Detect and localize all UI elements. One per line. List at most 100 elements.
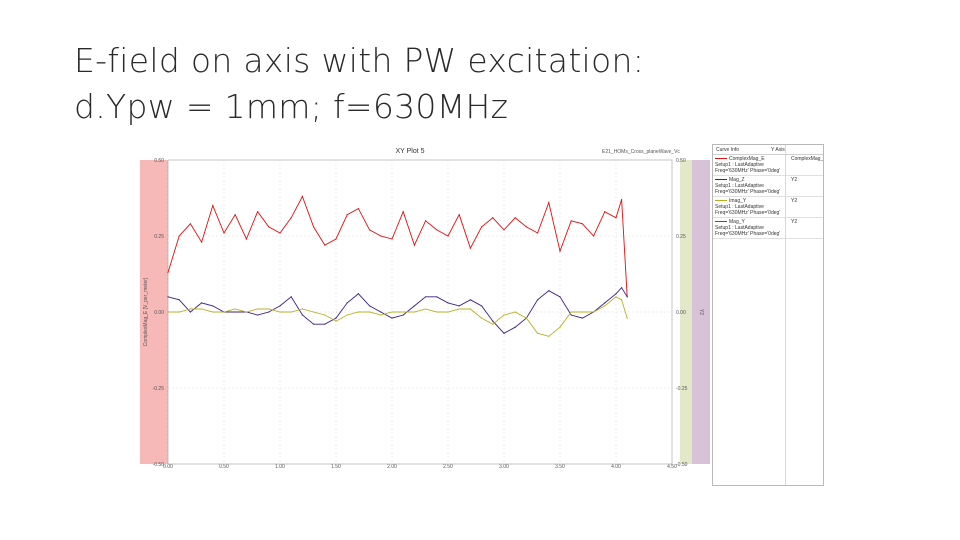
legend-entry-y-axis: Y2	[791, 219, 798, 225]
data-point-imag-y	[458, 308, 460, 310]
data-point-complexmag-e	[279, 232, 281, 234]
data-point-imag-y	[201, 308, 203, 310]
data-point-imag-y	[391, 311, 393, 313]
data-point-complexmag-e	[447, 235, 449, 237]
data-point-imag-y	[621, 299, 623, 301]
legend-entry-params: Freq='630MHz' Phase='0deg'	[715, 210, 781, 216]
data-point-mag-z	[201, 302, 203, 304]
legend-entry-name: Mag_Y	[715, 219, 789, 225]
data-point-mag-z	[189, 311, 191, 313]
slide-title-line-2: d.Ypw = 1mm; f=630MHz	[74, 87, 509, 126]
y2-tick-label: -0.25	[676, 386, 688, 392]
data-point-complexmag-e	[425, 220, 427, 222]
data-point-complexmag-e	[537, 232, 539, 234]
y2-axis-label: Y2	[698, 309, 704, 315]
data-point-mag-z	[615, 293, 617, 295]
data-point-mag-z	[402, 314, 404, 316]
y2-tick-label: 0.50	[676, 158, 686, 164]
data-point-complexmag-e	[514, 217, 516, 219]
data-point-mag-z	[548, 290, 550, 292]
legend-entry-params: Freq='630MHz' Phase='0deg'	[715, 168, 781, 174]
legend-entry[interactable]: Mag_Z Setup1 : LastAdaptive Freq='630MHz' …	[713, 176, 823, 197]
data-point-mag-z	[268, 311, 270, 313]
data-point-imag-y	[481, 317, 483, 319]
data-point-complexmag-e	[525, 226, 527, 228]
data-point-mag-z	[178, 299, 180, 301]
legend-header-curve-info: Curve Info	[716, 146, 740, 153]
x-tick-label: 3.00	[499, 464, 509, 469]
x-tick-label: 1.50	[331, 464, 341, 469]
data-point-mag-z	[537, 299, 539, 301]
y-tick-label: -0.50	[153, 462, 165, 468]
legend-entry[interactable]: ComplexMag_E Setup1 : LastAdaptive Freq='6…	[713, 155, 823, 176]
y-tick-label: -0.25	[153, 386, 165, 392]
data-point-complexmag-e	[357, 208, 359, 210]
legend-entry-name: ComplexMag_E	[715, 156, 789, 162]
legend-entry-setup: Setup1 : LastAdaptive	[715, 204, 764, 210]
data-point-complexmag-e	[201, 241, 203, 243]
data-point-mag-z	[234, 311, 236, 313]
y2-tick-label: -0.50	[676, 462, 688, 468]
legend-entry-y-axis: Y2	[791, 177, 798, 183]
data-point-complexmag-e	[481, 226, 483, 228]
x-tick-label: 0.50	[219, 464, 229, 469]
legend-entry-y-axis: ComplexMag_E	[791, 156, 823, 162]
data-point-imag-y	[425, 308, 427, 310]
legend-entry-label: Mag_Y	[729, 219, 745, 225]
slide-title: E-field on axis with PW excitation: d.Yp…	[74, 38, 874, 130]
curve-info-legend: Curve Info Y Axis ComplexMag_E Setup1 : L…	[712, 144, 824, 486]
data-point-mag-z	[469, 299, 471, 301]
data-point-imag-y	[212, 311, 214, 313]
data-point-complexmag-e	[212, 205, 214, 207]
data-point-mag-z	[301, 314, 303, 316]
data-point-mag-z	[279, 305, 281, 307]
legend-entry-y-axis: Y2	[791, 198, 798, 204]
data-point-mag-z	[413, 305, 415, 307]
data-point-complexmag-e	[369, 229, 371, 231]
legend-entry-label: Imag_Y	[729, 198, 747, 204]
data-point-imag-y	[346, 314, 348, 316]
data-point-imag-y	[570, 311, 572, 313]
data-point-mag-z	[436, 296, 438, 298]
data-point-imag-y	[301, 308, 303, 310]
legend-entry-label: Mag_Z	[729, 177, 745, 183]
data-point-complexmag-e	[503, 229, 505, 231]
x-tick-label: 2.00	[387, 464, 397, 469]
data-point-complexmag-e	[324, 244, 326, 246]
legend-line-swatch-icon	[715, 158, 727, 160]
data-point-complexmag-e	[346, 214, 348, 216]
series-line-mag-z	[167, 286, 628, 334]
right-band-dark	[692, 160, 710, 464]
legend-entry-info: Mag_Z Setup1 : LastAdaptive Freq='630MHz' …	[713, 177, 789, 195]
xy-plot-chart: 0.00 0.50 1.00 1.50 2.00 2.50 3.00 3.50 4.00 4.50…	[140, 148, 710, 469]
series-line-complexmag-e	[167, 195, 628, 297]
chart-subtitle: E21_HOMs_Cross_planeWave_Vc	[602, 149, 680, 155]
data-point-complexmag-e	[380, 235, 382, 237]
data-point-imag-y	[469, 308, 471, 310]
data-point-imag-y	[548, 335, 550, 337]
data-point-imag-y	[559, 326, 561, 328]
x-tick-label: 1.00	[275, 464, 285, 469]
legend-entry-info: ComplexMag_E Setup1 : LastAdaptive Freq='6…	[713, 156, 789, 174]
legend-entry-setup: Setup1 : LastAdaptive	[715, 225, 764, 231]
legend-line-swatch-icon	[715, 221, 727, 223]
legend-entry[interactable]: Imag_Y Setup1 : LastAdaptive Freq='630MHz'…	[713, 197, 823, 218]
data-point-mag-z	[514, 326, 516, 328]
data-point-imag-y	[581, 311, 583, 313]
data-point-imag-y	[514, 311, 516, 313]
legend-column-divider	[785, 145, 786, 485]
left-band	[140, 160, 168, 464]
data-point-complexmag-e	[234, 214, 236, 216]
data-point-complexmag-e	[290, 217, 292, 219]
data-point-imag-y	[369, 311, 371, 313]
legend-line-swatch-icon	[715, 200, 727, 202]
data-point-complexmag-e	[402, 211, 404, 213]
data-point-imag-y	[447, 311, 449, 313]
legend-entry[interactable]: Mag_Y Setup1 : LastAdaptive Freq='630MHz' …	[713, 218, 823, 239]
y2-tick-label: 0.25	[676, 234, 686, 240]
data-point-mag-z	[559, 296, 561, 298]
x-tick-label: 4.50	[667, 464, 677, 469]
data-point-complexmag-e	[189, 223, 191, 225]
data-point-imag-y	[402, 311, 404, 313]
data-point-complexmag-e	[593, 235, 595, 237]
